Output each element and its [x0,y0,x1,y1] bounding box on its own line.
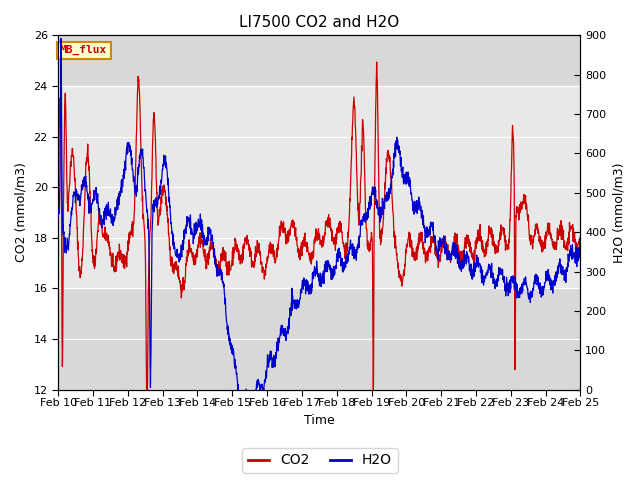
Legend: CO2, H2O: CO2, H2O [243,448,397,473]
Title: LI7500 CO2 and H2O: LI7500 CO2 and H2O [239,15,399,30]
Y-axis label: CO2 (mmol/m3): CO2 (mmol/m3) [15,163,28,263]
Y-axis label: H2O (mmol/m3): H2O (mmol/m3) [612,162,625,263]
Bar [58,86,580,288]
Text: MB_flux: MB_flux [60,45,108,55]
X-axis label: Time: Time [304,414,335,427]
